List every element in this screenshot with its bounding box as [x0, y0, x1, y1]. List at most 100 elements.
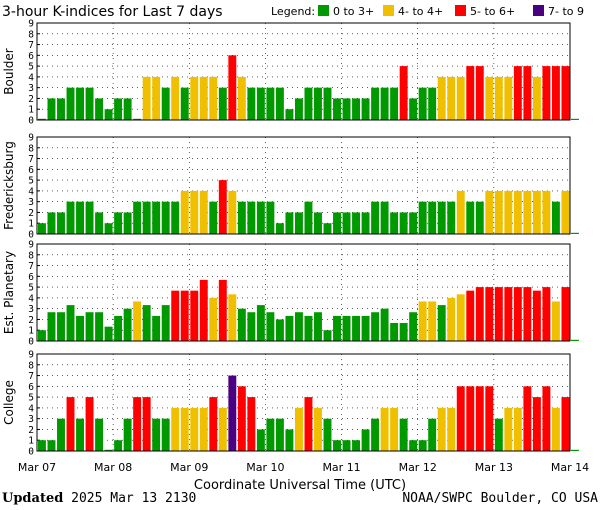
kp-bar — [76, 418, 84, 451]
kp-bar — [475, 287, 484, 341]
kp-bar — [123, 212, 132, 234]
kp-bar — [333, 315, 341, 341]
kp-bar — [352, 440, 361, 451]
kp-bar — [485, 190, 494, 234]
kp-bar — [523, 287, 532, 341]
kp-bar — [209, 76, 218, 120]
kp-bar — [275, 87, 284, 120]
kp-bar — [237, 308, 246, 341]
y-tick-label: 5 — [28, 176, 34, 187]
kp-bar — [66, 397, 75, 451]
kp-bar — [447, 297, 456, 341]
kp-bar — [152, 418, 161, 451]
kp-bar — [380, 308, 389, 341]
kp-bar — [114, 315, 123, 341]
kp-bar — [361, 212, 370, 234]
y-tick-label: 5 — [28, 283, 34, 294]
kp-bar — [47, 98, 56, 120]
kp-bar — [180, 190, 189, 234]
kp-bar — [95, 212, 104, 234]
kp-bar — [76, 201, 84, 234]
kp-bar — [371, 87, 380, 120]
kp-bar — [352, 98, 361, 120]
kp-bar — [513, 190, 522, 234]
kp-bar — [323, 223, 332, 234]
y-tick-label: 6 — [28, 51, 34, 62]
kp-bar — [171, 201, 180, 234]
updated-value: 2025 Mar 13 2130 — [71, 491, 197, 506]
kp-bar — [266, 418, 275, 451]
kp-bar — [371, 418, 380, 451]
kp-bar — [342, 315, 351, 341]
kp-bar — [456, 190, 465, 234]
kp-bar — [209, 397, 218, 451]
panel-frame-top — [36, 22, 571, 121]
kp-bar — [228, 375, 237, 451]
kp-bar — [104, 326, 113, 341]
kp-bar — [513, 407, 522, 451]
footer-updated: Updated 2025 Mar 13 2130 — [2, 491, 196, 506]
y-tick-label: 1 — [28, 436, 34, 447]
kp-bar — [532, 290, 541, 341]
kp-bar — [361, 429, 370, 451]
kp-bar — [104, 449, 113, 451]
panel-frame-top — [36, 136, 571, 235]
y-tick-label: 1 — [28, 219, 34, 230]
kp-bar — [409, 98, 418, 120]
kp-bar — [57, 98, 65, 120]
kp-bar — [85, 87, 94, 120]
kp-bar — [399, 323, 408, 341]
kp-bar — [247, 397, 256, 451]
kp-bar — [390, 87, 399, 120]
updated-label: Updated — [2, 491, 64, 506]
legend-swatch-3 — [533, 5, 544, 16]
kp-bar — [513, 66, 522, 120]
y-tick-label: 9 — [28, 19, 34, 30]
kp-bar — [294, 98, 303, 120]
kp-bar — [275, 223, 284, 234]
y-tick-label: 6 — [28, 272, 34, 283]
kp-bar — [523, 190, 532, 234]
kp-bar — [371, 312, 380, 341]
kp-bar — [380, 407, 389, 451]
kp-bar — [323, 330, 332, 341]
kp-bar — [399, 212, 408, 234]
kp-bar — [456, 294, 465, 341]
kp-bar — [180, 407, 189, 451]
kp-bar — [571, 232, 579, 234]
kp-bar — [209, 297, 218, 341]
kp-bar — [304, 201, 313, 234]
legend-text-0: 0 to 3+ — [333, 5, 374, 18]
legend-swatch-0 — [318, 5, 329, 16]
kp-bar — [285, 212, 294, 234]
kp-bar — [209, 201, 218, 234]
x-tick-label: Mar 12 — [399, 461, 437, 474]
kp-bar — [47, 440, 56, 451]
kp-bar — [123, 418, 132, 451]
kp-bar — [76, 87, 84, 120]
kp-bar — [114, 212, 123, 234]
kp-bar — [475, 201, 484, 234]
kp-bar — [304, 397, 313, 451]
kp-bar — [266, 87, 275, 120]
kp-bar — [85, 312, 94, 341]
kp-bar — [256, 87, 265, 120]
kp-bar — [390, 323, 399, 341]
kp-bar — [380, 87, 389, 120]
kp-bar — [437, 305, 446, 341]
y-tick-label: 1 — [28, 105, 34, 116]
kp-bar — [171, 407, 180, 451]
kp-bar — [352, 212, 361, 234]
kp-bar — [104, 223, 113, 234]
kp-bar — [133, 201, 142, 234]
y-tick-label: 3 — [28, 83, 34, 94]
kp-bar — [333, 440, 341, 451]
kp-bar — [532, 190, 541, 234]
kp-bar — [57, 418, 65, 451]
kp-bar — [38, 223, 46, 234]
kp-bar — [532, 76, 541, 120]
kp-bar — [66, 87, 75, 120]
kp-bar — [418, 87, 427, 120]
kp-bar — [342, 440, 351, 451]
